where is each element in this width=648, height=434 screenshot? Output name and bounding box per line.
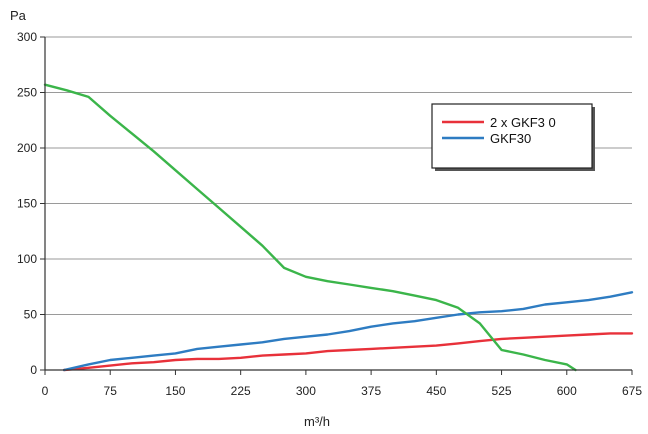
- series-line-0: [62, 332, 634, 372]
- y-tick-label: 150: [17, 197, 37, 211]
- y-tick-label: 50: [24, 308, 38, 322]
- x-tick-label: 150: [165, 384, 185, 398]
- x-tick-label: 525: [492, 384, 512, 398]
- x-tick-label: 600: [557, 384, 577, 398]
- x-tick-label: 450: [426, 384, 446, 398]
- legend-box: [431, 103, 593, 169]
- series-lines: [43, 83, 634, 372]
- x-tick-label: 300: [296, 384, 316, 398]
- legend-label: GKF30: [490, 131, 531, 146]
- tick-labels: 0 50 100 150 200 250 300 0 75 150 225 300 375 450 525 6…: [17, 30, 642, 398]
- y-tick-label: 300: [17, 30, 37, 44]
- x-tick-label: 0: [42, 384, 49, 398]
- x-tick-label: 75: [104, 384, 118, 398]
- y-axis-label: Pa: [10, 8, 27, 23]
- series-line-2: [43, 83, 577, 372]
- x-tick-label: 225: [231, 384, 251, 398]
- x-tick-label: 675: [622, 384, 642, 398]
- gridlines: [45, 36, 632, 315]
- series-line-1: [62, 291, 634, 372]
- y-tick-label: 200: [17, 141, 37, 155]
- y-tick-label: 100: [17, 252, 37, 266]
- axes: [40, 36, 633, 375]
- x-tick-label: 375: [361, 384, 381, 398]
- y-tick-label: 0: [30, 363, 37, 377]
- y-tick-label: 250: [17, 86, 37, 100]
- legend-label: 2 x GKF3 0: [490, 115, 556, 130]
- x-axis-label: m³/h: [304, 414, 330, 429]
